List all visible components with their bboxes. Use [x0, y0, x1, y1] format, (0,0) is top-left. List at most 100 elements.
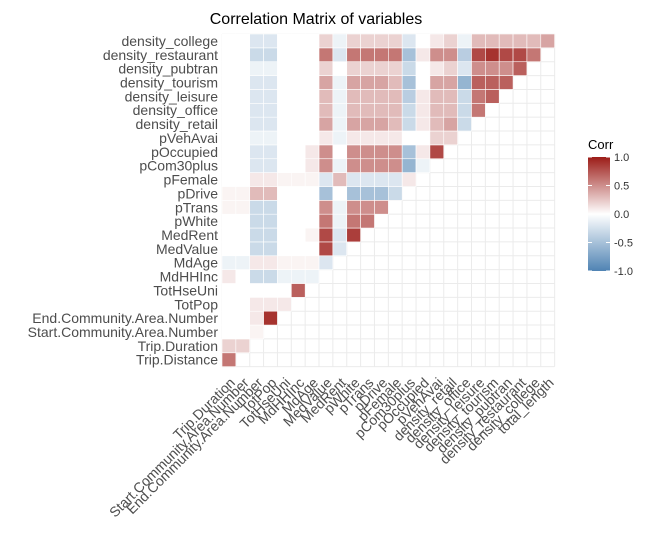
heatmap-cell: [332, 103, 348, 118]
heatmap-cell: [304, 75, 320, 90]
legend-tick-label: -0.5: [614, 238, 633, 250]
heatmap-cell: [263, 283, 278, 298]
heatmap-cell: [415, 144, 431, 160]
heatmap-cell: [346, 103, 361, 118]
heatmap-cell: [277, 213, 292, 229]
heatmap-cell: [304, 269, 320, 284]
heatmap-cell: [235, 61, 251, 76]
heatmap-cell: [332, 144, 348, 160]
heatmap-cell: [304, 186, 320, 201]
heatmap-cell: [332, 61, 348, 76]
heatmap-cell: [221, 130, 237, 146]
heatmap-cell: [332, 116, 348, 132]
heatmap-cell: [332, 172, 348, 187]
heatmap-cell: [249, 144, 264, 160]
heatmap-cell: [235, 269, 251, 284]
heatmap-cell: [401, 172, 417, 187]
heatmap-cell: [388, 144, 403, 160]
heatmap-cell: [304, 213, 320, 229]
heatmap-cell: [304, 172, 320, 187]
heatmap-cell: [332, 213, 348, 229]
heatmap-cell: [443, 61, 458, 76]
heatmap-cell: [401, 33, 417, 49]
heatmap-cell: [332, 89, 348, 104]
heatmap-cell: [360, 103, 375, 118]
heatmap-cell: [346, 61, 361, 76]
heatmap-cell: [485, 33, 500, 49]
heatmap-cell: [318, 241, 334, 257]
heatmap-cell: [388, 158, 403, 173]
heatmap-cell: [249, 324, 264, 340]
heatmap-cell: [235, 310, 251, 326]
heatmap-cell: [471, 103, 486, 118]
heatmap-cell: [290, 33, 306, 49]
heatmap-cell: [249, 61, 264, 76]
heatmap-cell: [360, 89, 375, 104]
heatmap-cell: [221, 186, 237, 201]
heatmap-cell: [498, 75, 514, 90]
heatmap-cells: [221, 33, 555, 367]
heatmap-cell: [263, 33, 278, 49]
heatmap-cell: [235, 47, 251, 63]
heatmap-cell: [235, 213, 251, 229]
heatmap-cell: [346, 144, 361, 160]
legend-colorbar: [588, 157, 610, 271]
heatmap-cell: [443, 130, 458, 146]
heatmap-cell: [263, 200, 278, 215]
heatmap-cell: [249, 283, 264, 298]
heatmap-cell: [290, 172, 306, 187]
heatmap-cell: [221, 269, 237, 284]
heatmap-cell: [318, 213, 334, 229]
heatmap-cell: [221, 103, 237, 118]
heatmap-cell: [277, 241, 292, 257]
heatmap-cell: [388, 33, 403, 49]
heatmap-cell: [360, 33, 375, 49]
y-tick-label: density_leisure: [125, 88, 219, 104]
heatmap-cell: [304, 103, 320, 118]
heatmap-cell: [346, 47, 361, 63]
heatmap-cell: [221, 338, 237, 354]
heatmap-cell: [235, 283, 251, 298]
heatmap-cell: [235, 75, 251, 90]
heatmap-cell: [290, 61, 306, 76]
y-tick-label: Trip.Distance: [136, 352, 218, 368]
heatmap-cell: [277, 158, 292, 173]
heatmap-cell: [415, 116, 431, 132]
heatmap-cell: [221, 89, 237, 104]
heatmap-cell: [235, 89, 251, 104]
heatmap-cell: [249, 75, 264, 90]
y-tick-label: pTrans: [175, 199, 218, 215]
y-tick-label: density_retail: [136, 116, 219, 132]
heatmap-cell: [221, 75, 237, 90]
heatmap-cell: [249, 33, 264, 49]
heatmap-cell: [221, 158, 237, 173]
y-tick-label: pCom30plus: [139, 158, 218, 174]
x-axis-labels: Trip.DurationStart.Community.Area.Number…: [106, 374, 557, 520]
heatmap-cell: [318, 200, 334, 215]
heatmap-cell: [443, 33, 458, 49]
heatmap-cell: [374, 186, 389, 201]
heatmap-cell: [318, 172, 334, 187]
heatmap-cell: [471, 61, 486, 76]
y-tick-label: MedRent: [161, 227, 218, 243]
heatmap-cell: [498, 47, 514, 63]
heatmap-cell: [290, 75, 306, 90]
legend-ticks: 1.0 0.5 0.0 -0.5 -1.0: [588, 152, 633, 278]
heatmap-cell: [249, 186, 264, 201]
heatmap-cell: [401, 130, 417, 146]
heatmap-cell: [221, 200, 237, 215]
heatmap-cell: [318, 75, 334, 90]
heatmap-cell: [471, 89, 486, 104]
y-tick-label: pOccupied: [151, 144, 218, 160]
heatmap-cell: [429, 33, 445, 49]
heatmap-cell: [318, 186, 334, 201]
x-tick-label: End.Community.Area.Number: [123, 374, 266, 517]
heatmap-cell: [374, 103, 389, 118]
heatmap-cell: [388, 116, 403, 132]
heatmap-cell: [235, 297, 251, 312]
heatmap-cell: [485, 61, 500, 76]
heatmap-cell: [318, 158, 334, 173]
heatmap-cell: [318, 255, 334, 270]
heatmap-cell: [512, 47, 528, 63]
